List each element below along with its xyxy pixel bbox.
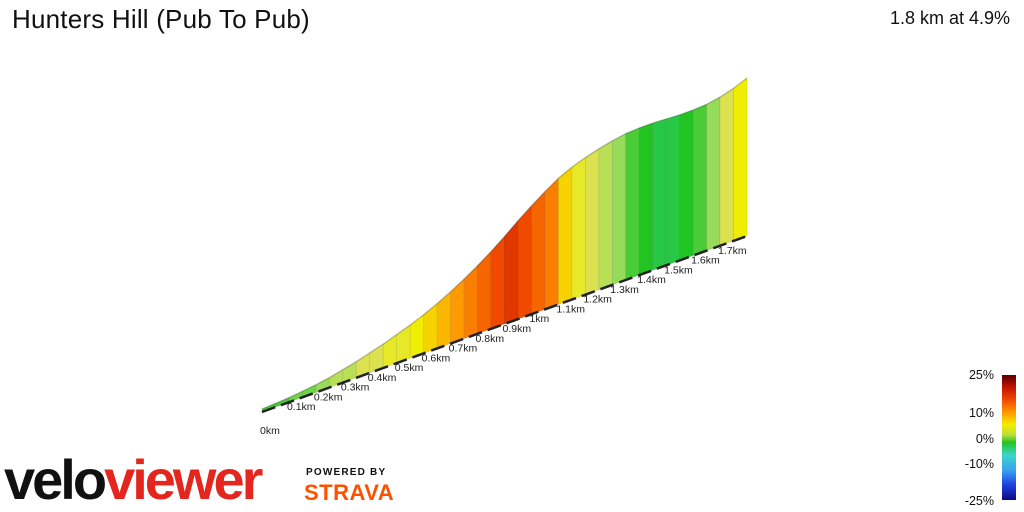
gradient-segment xyxy=(504,219,519,325)
gradient-segment xyxy=(652,118,667,271)
gradient-scale-bar xyxy=(1002,375,1016,500)
distance-axis-line xyxy=(261,234,748,414)
gradient-segment xyxy=(544,177,559,310)
distance-axis xyxy=(261,234,748,414)
distance-tick-label: 0.2km xyxy=(314,391,343,403)
gradient-segment xyxy=(450,278,465,344)
gradient-segment xyxy=(733,77,748,242)
distance-tick-label: 1.2km xyxy=(583,294,612,306)
gradient-segment xyxy=(719,87,734,247)
gradient-segment xyxy=(706,96,721,252)
gradient-segment xyxy=(423,302,438,354)
gradient-segment xyxy=(517,205,532,320)
powered-by-text: POWERED BY xyxy=(306,467,387,478)
distance-tick-label: 0.1km xyxy=(287,401,316,413)
strava-logo: STRAVA xyxy=(304,480,395,505)
gradient-segment xyxy=(638,122,653,276)
gradient-segment xyxy=(558,166,573,305)
distance-tick-label: 1.1km xyxy=(556,303,585,315)
distance-tick-label: 0.3km xyxy=(341,382,370,394)
gradient-segment xyxy=(611,133,627,286)
distance-tick-label: 0.4km xyxy=(368,372,397,384)
gradient-scale-label-25: 25% xyxy=(968,368,994,382)
gradient-segment xyxy=(490,235,505,330)
profile-top-edge xyxy=(261,77,748,410)
distance-ticks: 0km0.1km0.2km0.3km0.4km0.5km0.6km0.7km0.… xyxy=(260,245,747,437)
distance-tick-label: 1.5km xyxy=(664,264,693,276)
gradient-segment xyxy=(625,127,640,281)
gradient-scale-label-minus25: -25% xyxy=(964,494,994,508)
gradient-scale-label-0: 0% xyxy=(975,432,994,446)
distance-tick-label: 0.5km xyxy=(395,362,424,374)
gradient-segment xyxy=(531,190,546,315)
distance-tick-label: 1km xyxy=(529,313,549,325)
distance-tick-label: 0.9km xyxy=(503,323,532,335)
distance-tick-label: 0.7km xyxy=(449,343,478,355)
segment-summary: 1.8 km at 4.9% xyxy=(889,8,1010,28)
gradient-segment xyxy=(665,114,680,266)
distance-tick-label: 0.6km xyxy=(422,352,451,364)
gradient-segment xyxy=(598,140,613,291)
distance-tick-label: 1.7km xyxy=(718,245,747,257)
veloviewer-logo: veloviewer xyxy=(4,448,263,511)
route-title: Hunters Hill (Pub To Pub) xyxy=(12,4,310,34)
distance-tick-label: 1.3km xyxy=(610,284,639,296)
gradient-segment xyxy=(585,148,600,296)
distance-tick-label: 0.8km xyxy=(476,333,505,345)
gradient-segment xyxy=(692,103,707,256)
gradient-wall xyxy=(261,77,748,413)
gradient-segment xyxy=(571,157,586,300)
gradient-segment xyxy=(679,109,694,261)
distance-tick-label: 1.6km xyxy=(691,255,720,267)
gradient-scale-label-minus10: -10% xyxy=(964,457,994,471)
distance-tick-label: 1.4km xyxy=(637,274,666,286)
gradient-segment xyxy=(436,291,451,349)
distance-tick-label: 0km xyxy=(260,425,280,437)
gradient-scale-label-10: 10% xyxy=(968,406,994,420)
gradient-segment xyxy=(396,324,411,364)
